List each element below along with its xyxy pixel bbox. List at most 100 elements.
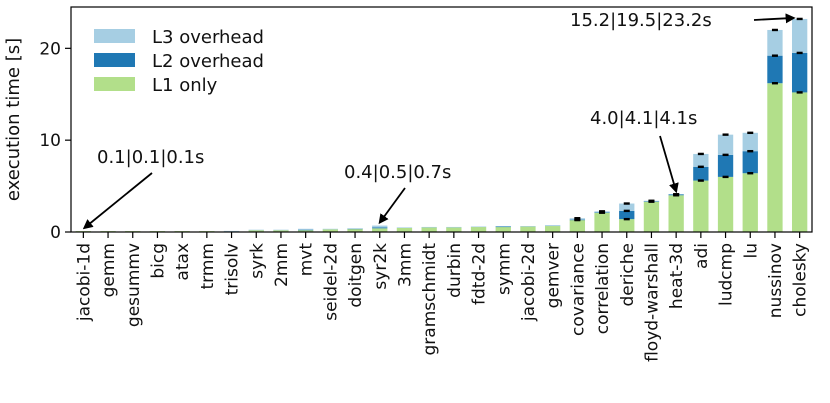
error-mark-l2-overhead-deriche bbox=[623, 209, 630, 213]
bar-stack-adi bbox=[693, 152, 709, 232]
bar-stack-floyd-warshall bbox=[643, 199, 660, 232]
x-tick-label-covariance: covariance bbox=[568, 243, 588, 336]
bar-l1-only-syr2k bbox=[372, 228, 388, 232]
bar-l1-only-covariance bbox=[569, 220, 586, 232]
x-tick-label-adi: adi bbox=[692, 243, 712, 269]
x-tick-label-trisolv: trisolv bbox=[223, 243, 243, 295]
bar-stack-symm bbox=[495, 226, 511, 232]
annotation-jacobi-1d: 0.1|0.1|0.1s bbox=[82, 147, 204, 230]
legend: L3 overhead L2 overhead L1 only bbox=[94, 27, 264, 96]
bar-stack-jacobi-2d bbox=[520, 226, 536, 232]
x-tick-label-correlation: correlation bbox=[593, 243, 613, 334]
annotation-arrow bbox=[659, 135, 679, 194]
bar-l2-overhead-adi bbox=[693, 166, 709, 181]
error-mark-l3-overhead-floyd-warshall bbox=[648, 199, 655, 202]
bar-l2-overhead-mvt bbox=[297, 229, 314, 231]
annotation-arrow bbox=[82, 172, 153, 230]
bar-l1-only-3mm bbox=[396, 227, 413, 232]
error-mark-l2-overhead-lu bbox=[747, 149, 754, 153]
bar-stack-deriche bbox=[619, 202, 635, 232]
bar-l3-overhead-3mm bbox=[396, 227, 413, 229]
error-mark-l1-only-adi bbox=[697, 179, 704, 182]
annotation-arrow bbox=[753, 13, 796, 24]
bar-stack-seidel-2d bbox=[322, 228, 339, 232]
x-tick-label-trmm: trmm bbox=[198, 243, 218, 289]
error-mark-l3-overhead-deriche bbox=[623, 202, 630, 205]
bar-stack-3mm bbox=[396, 227, 413, 232]
bar-l3-overhead-jacobi-2d bbox=[520, 226, 536, 227]
annotation-cholesky: 15.2|19.5|23.2s bbox=[570, 10, 796, 31]
x-tick-label-fdtd-2d: fdtd-2d bbox=[470, 243, 490, 305]
bar-l3-overhead-symm bbox=[495, 226, 511, 227]
bar-l3-overhead-gramschmidt bbox=[421, 226, 437, 228]
y-tick-label: 0 bbox=[50, 223, 61, 243]
annotation-text: 0.1|0.1|0.1s bbox=[97, 147, 204, 168]
bar-stack-heat-3d bbox=[668, 193, 684, 232]
error-mark-l1-only-lu bbox=[747, 172, 754, 175]
x-tick-label-heat-3d: heat-3d bbox=[667, 243, 687, 309]
bar-stack-mvt bbox=[297, 228, 314, 232]
legend-label-l2-overhead: L2 overhead bbox=[152, 51, 264, 72]
bar-l3-overhead-cholesky bbox=[791, 18, 808, 53]
x-tick-label-gemver: gemver bbox=[544, 243, 564, 308]
bar-l1-only-cholesky bbox=[791, 92, 808, 232]
bar-l1-only-gramschmidt bbox=[421, 227, 437, 232]
x-tick-label-durbin: durbin bbox=[445, 243, 465, 298]
bar-l2-overhead-nussinov bbox=[767, 55, 783, 84]
x-tick-label-syr2k: syr2k bbox=[371, 243, 391, 290]
annotation-text: 4.0|4.1|4.1s bbox=[590, 108, 697, 129]
bar-l1-only-ludcmp bbox=[717, 176, 734, 232]
x-tick-label-bicg: bicg bbox=[148, 243, 168, 279]
bar-l3-overhead-2mm bbox=[273, 229, 289, 231]
bar-l3-overhead-adi bbox=[693, 153, 709, 167]
error-mark-l3-overhead-nussinov bbox=[771, 28, 778, 32]
bar-stack-covariance bbox=[569, 217, 586, 232]
error-mark-l1-only-nussinov bbox=[771, 82, 778, 85]
plot-frame bbox=[70, 6, 813, 233]
bar-l2-overhead-symm bbox=[495, 226, 511, 228]
error-mark-l2-overhead-covariance bbox=[574, 218, 581, 221]
bar-l2-overhead-syr2k bbox=[372, 227, 388, 229]
axes-layer: 0 10 20 jacobi-1d gemm gesummv bicg atax trmm tr… bbox=[3, 6, 813, 362]
annotation-arrow bbox=[378, 187, 406, 225]
bar-l3-overhead-fdtd-2d bbox=[470, 226, 487, 228]
bar-l2-overhead-cholesky bbox=[791, 52, 808, 93]
x-tick-label-deriche: deriche bbox=[618, 243, 638, 307]
annotation-syr2k: 0.4|0.5|0.7s bbox=[344, 162, 451, 225]
bar-stack-gramschmidt bbox=[421, 226, 437, 232]
x-tick-label-3mm: 3mm bbox=[395, 243, 415, 287]
bar-l1-only-deriche bbox=[619, 219, 635, 232]
y-tick-label: 10 bbox=[39, 131, 61, 151]
bar-l1-only-adi bbox=[693, 180, 709, 232]
legend-item-l2-overhead: L2 overhead bbox=[94, 51, 264, 72]
error-mark-l1-only-ludcmp bbox=[722, 175, 729, 179]
error-mark-l3-overhead-correlation bbox=[599, 210, 606, 213]
bars-layer bbox=[75, 17, 808, 232]
legend-swatch-l1-only bbox=[94, 77, 135, 91]
x-tick-label-floyd-warshall: floyd-warshall bbox=[642, 243, 662, 362]
bar-l3-overhead-syr2k bbox=[372, 225, 388, 228]
bar-l1-only-floyd-warshall bbox=[643, 201, 660, 232]
error-mark-l3-overhead-cholesky bbox=[796, 17, 803, 21]
legend-item-l1-only: L1 only bbox=[94, 75, 218, 96]
annotations: 0.1|0.1|0.1s 0.4|0.5|0.7s 4.0|4.1|4.1s 15.2… bbox=[82, 10, 796, 230]
bar-stack-gemver bbox=[544, 225, 561, 232]
bar-l3-overhead-lu bbox=[742, 132, 758, 152]
bar-l3-overhead-deriche bbox=[619, 203, 635, 211]
error-mark-l3-overhead-heat-3d bbox=[673, 193, 680, 196]
error-mark-l2-overhead-cholesky bbox=[796, 51, 803, 55]
legend-label-l1-only: L1 only bbox=[152, 75, 218, 96]
x-tick-label-gesummv: gesummv bbox=[124, 243, 144, 327]
legend-swatch-l2-overhead bbox=[94, 53, 135, 67]
x-tick-label-2mm: 2mm bbox=[272, 243, 292, 287]
bar-l1-only-gemver bbox=[544, 226, 561, 232]
bar-l3-overhead-gemver bbox=[544, 225, 561, 227]
bar-l3-overhead-ludcmp bbox=[717, 134, 734, 155]
bar-l1-only-correlation bbox=[594, 212, 610, 232]
x-tick-label-atax: atax bbox=[173, 243, 193, 281]
x-tick-label-gramschmidt: gramschmidt bbox=[420, 243, 440, 356]
x-tick-label-ludcmp: ludcmp bbox=[717, 243, 737, 306]
y-axis-label: execution time [s] bbox=[3, 38, 24, 201]
legend-label-l3-overhead: L3 overhead bbox=[152, 27, 264, 48]
